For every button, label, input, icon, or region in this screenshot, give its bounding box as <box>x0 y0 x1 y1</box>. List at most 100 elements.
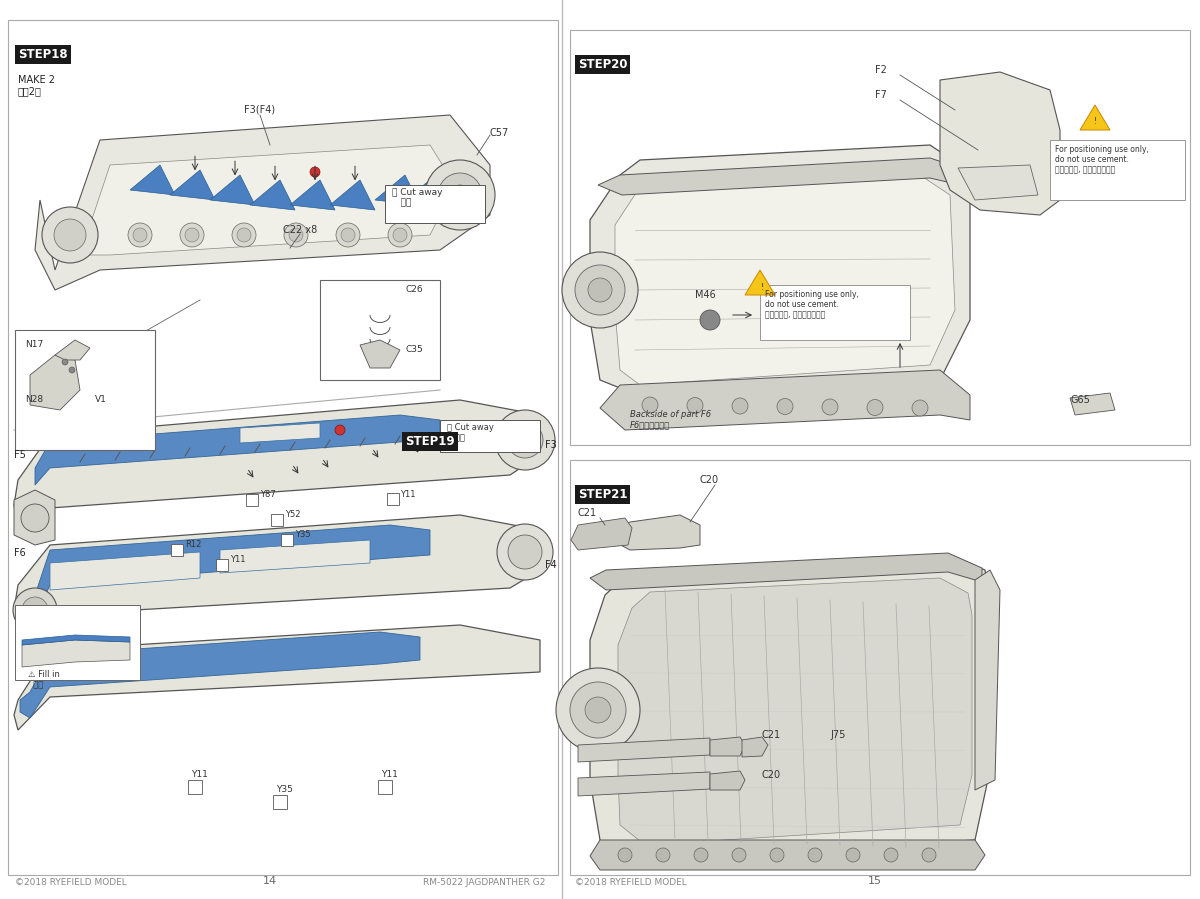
Circle shape <box>912 400 928 416</box>
Text: Y11: Y11 <box>192 770 209 779</box>
Text: STEP20: STEP20 <box>578 58 628 71</box>
Circle shape <box>570 682 626 738</box>
Circle shape <box>341 228 355 242</box>
Text: !: ! <box>761 282 763 291</box>
Polygon shape <box>578 738 710 762</box>
Polygon shape <box>571 518 632 550</box>
Polygon shape <box>578 772 710 796</box>
Polygon shape <box>290 180 335 210</box>
Text: STEP21: STEP21 <box>578 488 628 501</box>
Bar <box>570 30 1190 445</box>
Circle shape <box>497 524 553 580</box>
Bar <box>385 185 485 223</box>
Bar <box>246 494 258 506</box>
Polygon shape <box>14 400 540 530</box>
Polygon shape <box>20 632 420 718</box>
Text: F3: F3 <box>545 440 557 450</box>
Text: ⚠ Fill in
  填平: ⚠ Fill in 填平 <box>28 670 60 690</box>
Text: !: ! <box>1093 118 1097 127</box>
Circle shape <box>508 535 542 569</box>
Text: F6: F6 <box>14 548 25 558</box>
Text: ©2018 RYEFIELD MODEL: ©2018 RYEFIELD MODEL <box>575 878 686 887</box>
Text: F2: F2 <box>875 65 887 75</box>
Polygon shape <box>80 145 455 255</box>
Polygon shape <box>374 175 420 205</box>
Circle shape <box>336 223 360 247</box>
Polygon shape <box>360 340 400 368</box>
Polygon shape <box>55 340 90 360</box>
Text: C22 x8: C22 x8 <box>283 225 317 235</box>
Circle shape <box>496 410 554 470</box>
Text: Y52: Y52 <box>286 510 300 519</box>
Polygon shape <box>250 180 295 210</box>
Text: C26: C26 <box>406 285 422 294</box>
Text: C21: C21 <box>762 730 781 740</box>
Text: F7: F7 <box>875 90 887 100</box>
Text: C20: C20 <box>700 475 719 485</box>
Text: ✀ Cut away
   切除: ✀ Cut away 切除 <box>446 423 494 442</box>
Polygon shape <box>50 552 200 590</box>
Circle shape <box>508 422 542 458</box>
Circle shape <box>586 697 611 723</box>
Circle shape <box>778 398 793 414</box>
Circle shape <box>884 848 898 862</box>
Circle shape <box>22 597 48 623</box>
Circle shape <box>310 167 320 177</box>
Bar <box>14 605 140 680</box>
Circle shape <box>133 228 148 242</box>
Circle shape <box>284 223 308 247</box>
Circle shape <box>562 252 638 328</box>
Polygon shape <box>745 270 775 295</box>
Circle shape <box>732 398 748 414</box>
Text: G65: G65 <box>1070 395 1090 405</box>
Polygon shape <box>22 640 130 667</box>
Bar <box>14 330 155 450</box>
Polygon shape <box>974 570 1000 790</box>
Circle shape <box>866 399 883 415</box>
Polygon shape <box>590 555 990 860</box>
Text: ✀ Cut away
   切除: ✀ Cut away 切除 <box>392 188 443 208</box>
Text: Y35: Y35 <box>295 530 311 539</box>
Polygon shape <box>598 158 960 195</box>
Text: Y35: Y35 <box>276 785 294 794</box>
Text: ©2018 RYEFIELD MODEL: ©2018 RYEFIELD MODEL <box>14 878 127 887</box>
Circle shape <box>42 207 98 263</box>
Bar <box>378 780 392 794</box>
Bar <box>172 544 182 556</box>
Polygon shape <box>35 415 440 485</box>
Text: C57: C57 <box>490 128 509 138</box>
Polygon shape <box>710 737 745 756</box>
Polygon shape <box>14 490 55 545</box>
Text: C35: C35 <box>406 345 422 354</box>
Polygon shape <box>330 180 374 210</box>
Text: F4: F4 <box>545 560 557 570</box>
Circle shape <box>686 397 703 414</box>
Circle shape <box>700 310 720 330</box>
Circle shape <box>556 668 640 752</box>
Text: F5: F5 <box>14 450 26 460</box>
Polygon shape <box>590 840 985 870</box>
Circle shape <box>846 848 860 862</box>
Bar <box>570 460 1190 875</box>
Circle shape <box>128 223 152 247</box>
Circle shape <box>232 223 256 247</box>
Circle shape <box>394 228 407 242</box>
Text: J75: J75 <box>830 730 845 740</box>
Text: C20: C20 <box>762 770 781 780</box>
Bar <box>188 780 202 794</box>
Circle shape <box>54 219 86 251</box>
Bar <box>386 493 398 505</box>
Bar <box>760 285 910 340</box>
Polygon shape <box>14 515 540 635</box>
Text: Y87: Y87 <box>260 490 276 499</box>
Polygon shape <box>710 771 745 790</box>
Circle shape <box>588 278 612 302</box>
Polygon shape <box>30 355 80 410</box>
Circle shape <box>70 367 74 373</box>
Bar <box>281 534 293 546</box>
Circle shape <box>180 223 204 247</box>
Polygon shape <box>618 578 972 845</box>
Circle shape <box>808 848 822 862</box>
Text: N17: N17 <box>25 340 43 349</box>
Circle shape <box>450 185 470 205</box>
